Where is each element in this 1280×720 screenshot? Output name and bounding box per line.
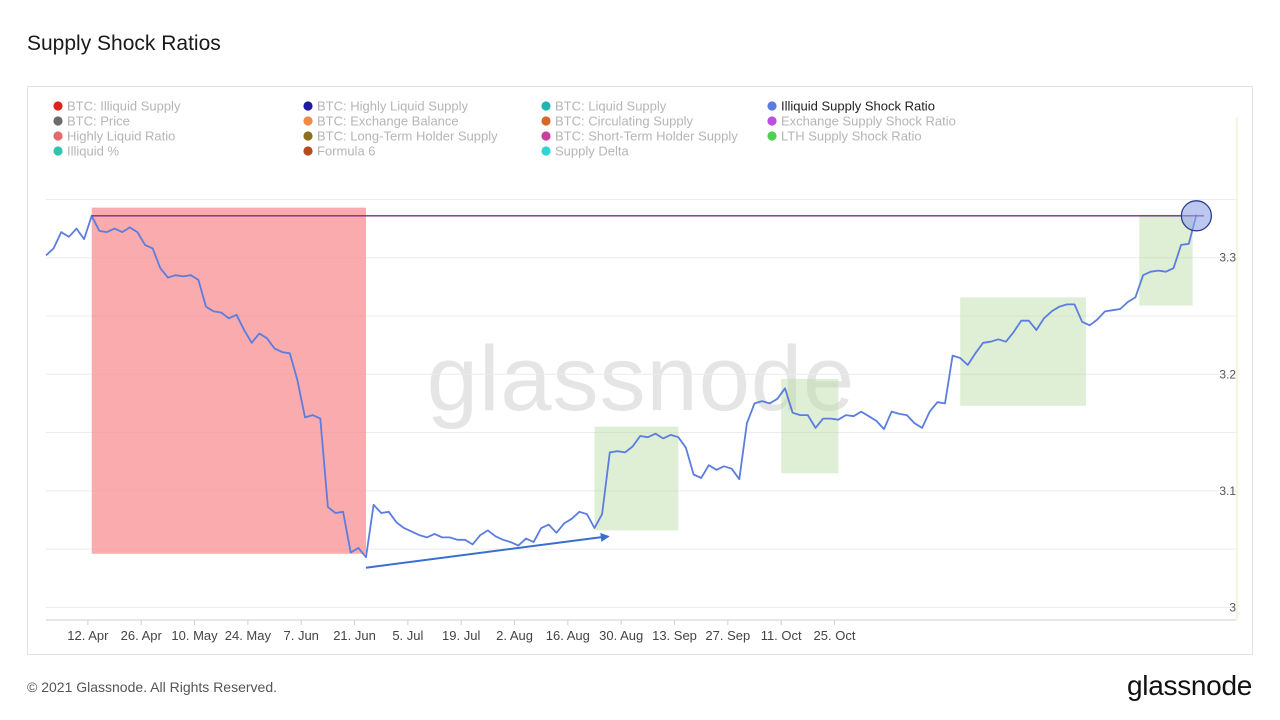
rise-highlight-box (1139, 214, 1193, 306)
legend-item[interactable]: Illiquid % (67, 144, 119, 159)
x-tick-label: 27. Sep (705, 628, 750, 643)
legend-item[interactable]: Supply Delta (555, 144, 629, 159)
legend-swatch (541, 116, 551, 126)
legend-swatch (303, 101, 313, 111)
legend-swatch (303, 146, 313, 156)
trend-arrow (365, 535, 604, 569)
chart-svg[interactable]: BTC: Illiquid Supply BTC: Highly Liquid S… (28, 87, 1252, 654)
trend-arrow-head (600, 532, 610, 542)
x-tick-label: 19. Jul (442, 628, 480, 643)
legend-item[interactable]: BTC: Highly Liquid Supply (317, 99, 469, 114)
y-tick-label: 3.3 (1219, 251, 1236, 265)
legend-swatch (767, 101, 777, 111)
x-tick-label: 21. Jun (333, 628, 376, 643)
legend-swatch (767, 116, 777, 126)
x-tick-label: 5. Jul (392, 628, 423, 643)
legend-item[interactable]: BTC: Short-Term Holder Supply (555, 129, 738, 144)
legend-swatch (53, 116, 63, 126)
x-tick-label: 30. Aug (599, 628, 643, 643)
copyright-footer: © 2021 Glassnode. All Rights Reserved. (27, 679, 278, 695)
x-tick-label: 16. Aug (546, 628, 590, 643)
legend-swatch (541, 146, 551, 156)
chart-panel: BTC: Illiquid Supply BTC: Highly Liquid S… (27, 86, 1253, 655)
page-title: Supply Shock Ratios (27, 32, 221, 55)
legend-swatch (541, 101, 551, 111)
x-tick-label: 10. May (171, 628, 218, 643)
x-tick-label: 24. May (225, 628, 272, 643)
rise-highlight-box (781, 378, 839, 474)
legend-swatch (53, 146, 63, 156)
x-tick-label: 26. Apr (121, 628, 163, 643)
x-tick-label: 13. Sep (652, 628, 697, 643)
last-value-marker[interactable] (1180, 200, 1213, 232)
x-tick-label: 7. Jun (284, 628, 319, 643)
legend-swatch (53, 101, 63, 111)
legend-item[interactable]: BTC: Exchange Balance (317, 114, 459, 129)
legend-item[interactable]: BTC: Liquid Supply (555, 99, 667, 114)
x-tick-label: 12. Apr (67, 628, 109, 643)
y-tick-label: 3.2 (1219, 367, 1236, 381)
legend-item[interactable]: BTC: Price (67, 114, 130, 129)
legend-item[interactable]: BTC: Illiquid Supply (67, 99, 181, 114)
legend-item[interactable]: BTC: Circulating Supply (555, 114, 693, 129)
rise-highlight-box (594, 426, 679, 531)
legend-item[interactable]: Illiquid Supply Shock Ratio (781, 99, 935, 114)
legend-swatch (303, 131, 313, 141)
legend-swatch (303, 116, 313, 126)
x-tick-label: 11. Oct (761, 628, 802, 643)
x-tick-label: 25. Oct (814, 628, 856, 643)
legend-swatch (53, 131, 63, 141)
legend-item[interactable]: Formula 6 (317, 144, 376, 159)
x-tick-label: 2. Aug (496, 628, 533, 643)
watermark-text: glassnode (427, 328, 855, 430)
series-line-illiquid-ratio[interactable] (45, 214, 1198, 559)
legend-item[interactable]: BTC: Long-Term Holder Supply (317, 129, 498, 144)
decline-highlight-box (91, 207, 366, 554)
legend-swatch (767, 131, 777, 141)
legend-item[interactable]: Highly Liquid Ratio (67, 129, 175, 144)
legend-item[interactable]: Exchange Supply Shock Ratio (781, 114, 956, 129)
legend-swatch (541, 131, 551, 141)
y-tick-label: 3.1 (1219, 484, 1236, 498)
glassnode-logo[interactable]: glassnode (1127, 670, 1252, 701)
legend-item[interactable]: LTH Supply Shock Ratio (781, 129, 922, 144)
y-tick-label: 3 (1229, 600, 1236, 614)
rise-highlight-box (960, 297, 1086, 406)
